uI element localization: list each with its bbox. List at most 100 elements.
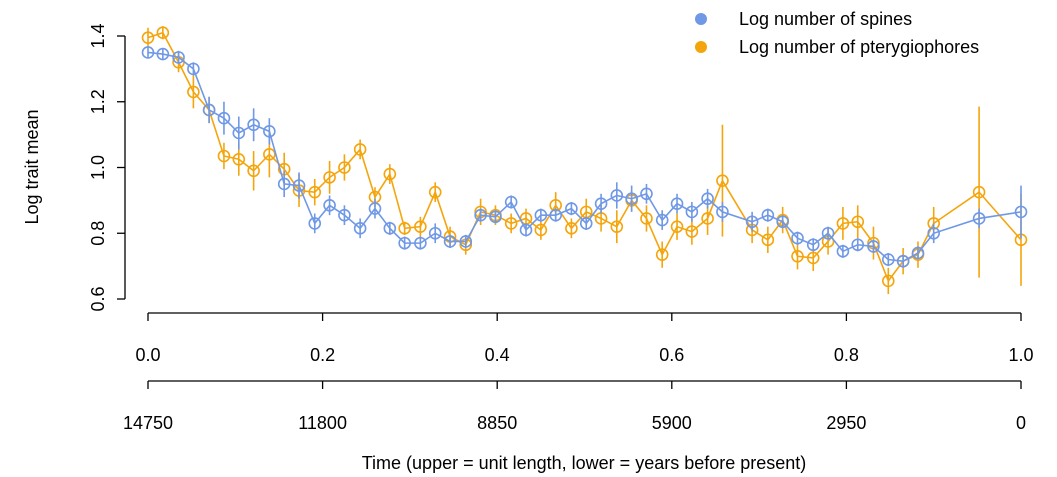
- data-point: [851, 215, 865, 229]
- data-point: [292, 179, 306, 192]
- data-point: [489, 210, 502, 224]
- x-upper-tick-label: 1.0: [1008, 345, 1033, 365]
- data-point: [640, 187, 653, 201]
- data-point: [625, 192, 638, 206]
- data-point: [428, 226, 442, 240]
- data-point: [232, 126, 246, 140]
- data-point: [610, 189, 624, 202]
- data-point: [308, 185, 322, 199]
- x-lower-tick-label: 14750: [123, 413, 173, 433]
- data-point: [1014, 205, 1028, 219]
- data-point: [761, 208, 775, 222]
- x-upper-tick-label: 0.2: [310, 345, 335, 365]
- data-point: [882, 253, 895, 266]
- data-point: [911, 246, 925, 260]
- data-point: [141, 31, 155, 44]
- data-point: [172, 51, 185, 64]
- legend-marker: [695, 41, 707, 53]
- data-point: [519, 223, 533, 237]
- data-point: [202, 103, 216, 117]
- x-lower-tick-label: 11800: [298, 413, 347, 433]
- data-point: [579, 217, 593, 230]
- data-point: [414, 236, 427, 250]
- data-point: [187, 62, 200, 76]
- data-point: [338, 161, 351, 174]
- data-point: [594, 197, 608, 210]
- legend-marker: [695, 13, 707, 25]
- data-point: [232, 152, 246, 166]
- legend: Log number of spines Log number of pteryg…: [695, 9, 979, 57]
- data-point: [670, 220, 684, 233]
- data-point: [685, 205, 699, 219]
- data-point: [882, 274, 895, 288]
- plot-area: [141, 26, 1028, 295]
- data-point: [504, 217, 518, 230]
- data-point: [927, 226, 941, 240]
- data-point: [640, 212, 653, 225]
- series-0: [141, 46, 1028, 268]
- data-point: [549, 208, 562, 222]
- data-point: [655, 248, 669, 261]
- y-tick-label: 1.4: [88, 23, 108, 48]
- data-point: [338, 208, 351, 222]
- data-point: [701, 192, 714, 206]
- data-point: [277, 177, 291, 191]
- y-axis-title: Log trait mean: [22, 109, 42, 224]
- data-point: [368, 202, 382, 215]
- data-point: [655, 213, 669, 227]
- data-point: [217, 111, 231, 125]
- x-upper-ticks: 0.0 0.2 0.4 0.6 0.8 1.0: [135, 313, 1034, 365]
- data-point: [534, 223, 548, 237]
- y-tick-label: 1.0: [88, 155, 108, 180]
- y-ticks: 0.6 0.8 1.0 1.2 1.4: [88, 23, 125, 312]
- data-point: [414, 220, 427, 233]
- data-point: [428, 185, 442, 199]
- data-point: [398, 236, 411, 250]
- data-point: [670, 197, 684, 210]
- data-point: [156, 26, 170, 40]
- data-point: [972, 212, 986, 225]
- y-axis: 0.6 0.8 1.0 1.2 1.4 Log trait mean: [22, 23, 126, 312]
- x-upper-tick-label: 0.4: [485, 345, 510, 365]
- data-point: [701, 212, 714, 225]
- data-point: [443, 235, 457, 248]
- data-point: [836, 217, 850, 230]
- data-point: [504, 195, 518, 209]
- data-point: [187, 85, 200, 99]
- x-axis-upper: 0.0 0.2 0.4 0.6 0.8 1.0: [135, 312, 1034, 365]
- data-point: [263, 125, 276, 138]
- data-point: [459, 235, 473, 248]
- data-point: [791, 231, 804, 245]
- y-tick-label: 1.2: [88, 89, 108, 114]
- data-point: [745, 215, 759, 229]
- data-point: [383, 167, 397, 181]
- x-upper-tick-label: 0.8: [834, 345, 859, 365]
- data-point: [776, 215, 789, 229]
- data-point: [383, 222, 397, 235]
- data-point: [791, 249, 804, 263]
- data-point: [896, 254, 910, 268]
- data-point: [851, 238, 865, 252]
- series-line: [147, 51, 1022, 263]
- data-point: [534, 208, 548, 222]
- series-1: [141, 26, 1028, 295]
- data-point: [263, 148, 276, 161]
- y-tick-label: 0.6: [88, 286, 108, 311]
- data-point: [247, 118, 260, 132]
- data-point: [972, 185, 986, 199]
- data-point: [716, 205, 729, 219]
- data-point: [821, 226, 835, 240]
- x-axis-lower: 14750 11800 8850 5900 2950 0: [123, 380, 1026, 433]
- x-axis-title: Time (upper = unit length, lower = years…: [362, 453, 807, 473]
- series-line: [147, 31, 1022, 283]
- x-lower-tick-label: 8850: [477, 413, 517, 433]
- data-point: [836, 245, 850, 258]
- data-point: [323, 171, 336, 184]
- data-point: [141, 46, 155, 59]
- data-point: [565, 202, 578, 215]
- x-lower-ticks: 14750 11800 8850 5900 2950 0: [123, 381, 1026, 433]
- data-point: [308, 217, 322, 230]
- x-upper-tick-label: 0.6: [659, 345, 684, 365]
- data-point: [761, 233, 775, 247]
